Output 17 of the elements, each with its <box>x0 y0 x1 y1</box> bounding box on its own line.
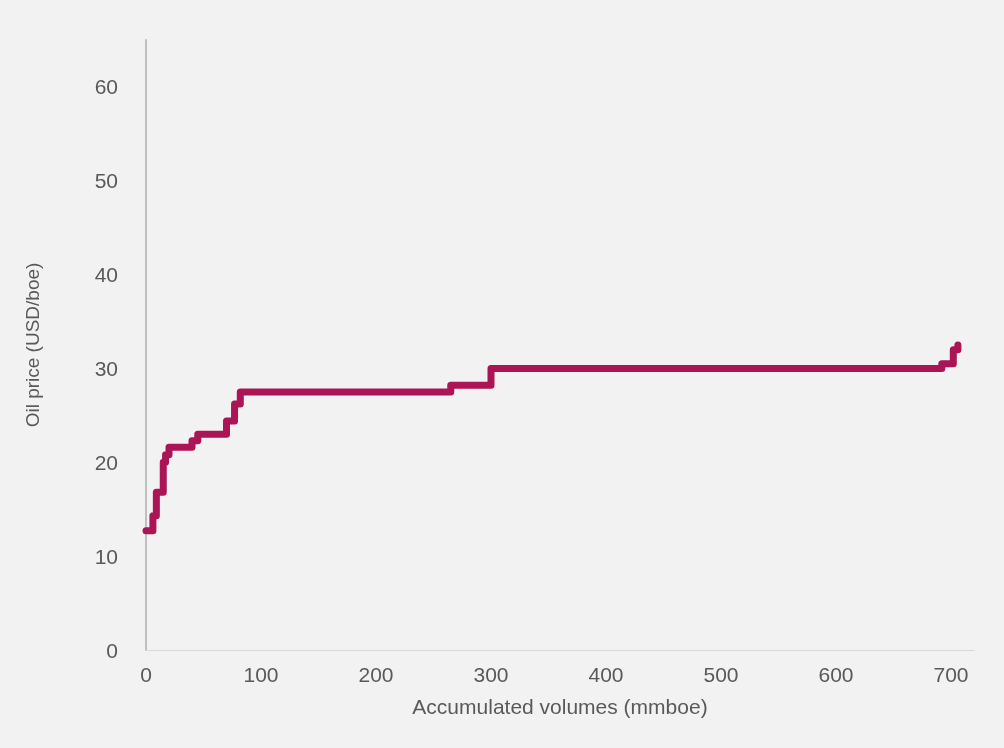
y-tick-label: 20 <box>94 450 118 474</box>
y-tick-label: 10 <box>94 544 118 568</box>
x-tick-label: 200 <box>358 663 394 686</box>
x-tick-label: 700 <box>933 663 969 686</box>
x-tick-label: 500 <box>703 663 739 686</box>
x-tick-label: 600 <box>818 663 854 686</box>
x-tick-label: 0 <box>140 663 152 686</box>
x-axis-title: Accumulated volumes (mmboe) <box>412 695 708 718</box>
y-tick-label: 60 <box>94 75 118 99</box>
y-tick-label: 30 <box>94 356 118 380</box>
y-tick-label: 40 <box>94 263 118 287</box>
x-tick-label: 100 <box>243 663 279 686</box>
y-tick-label: 50 <box>94 169 118 193</box>
x-tick-label: 300 <box>473 663 509 686</box>
x-tick-label: 400 <box>588 663 624 686</box>
y-axis-title: Oil price (USD/boe) <box>22 262 43 428</box>
y-tick-label: 0 <box>106 638 118 662</box>
